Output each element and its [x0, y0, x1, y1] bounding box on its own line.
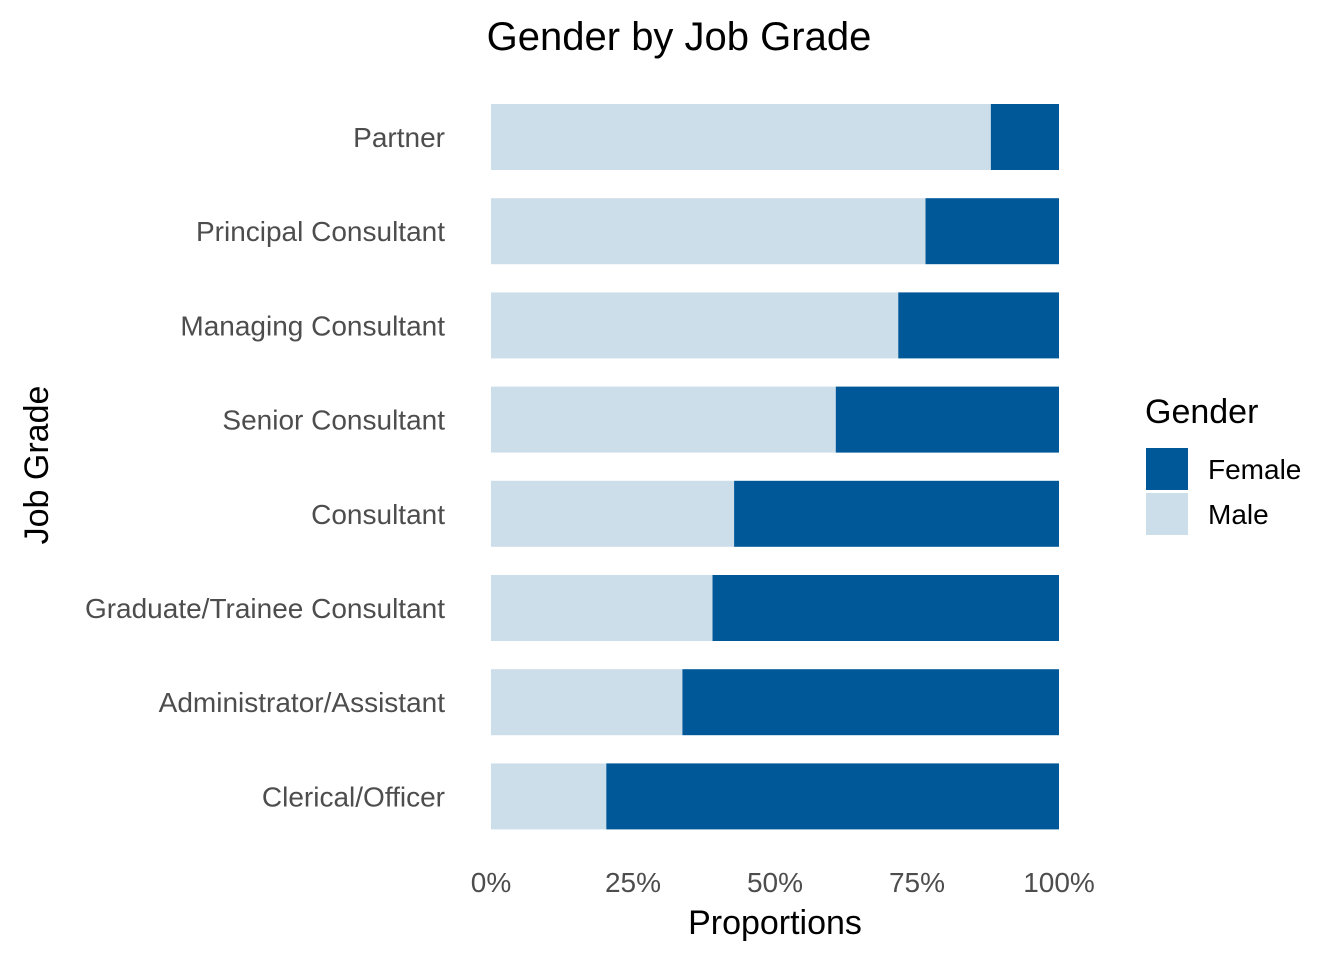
- x-tick-label-0: 0%: [471, 867, 511, 898]
- bar-male-clerical-officer: [491, 763, 607, 830]
- bar-male-partner: [491, 104, 991, 170]
- x-tick-label-1: 25%: [605, 867, 661, 898]
- category-label-administrator-assistant: Administrator/Assistant: [159, 687, 446, 718]
- x-axis-title: Proportions: [688, 904, 862, 942]
- bar-male-administrator-assistant: [491, 669, 683, 736]
- legend-label-male: Male: [1208, 499, 1269, 530]
- category-labels: Partner Principal Consultant Managing Cons…: [85, 122, 445, 812]
- bar-male-consultant: [491, 480, 735, 547]
- y-axis-title: Job Grade: [18, 386, 56, 545]
- bar-female-principal-consultant: [925, 198, 1059, 265]
- bar-female-consultant: [734, 480, 1059, 547]
- bar-male-managing-consultant: [491, 292, 899, 359]
- bar-female-senior-consultant: [835, 386, 1059, 453]
- category-label-consultant: Consultant: [311, 499, 445, 530]
- x-tick-label-3: 75%: [889, 867, 945, 898]
- chart-title: Gender by Job Grade: [487, 15, 872, 59]
- legend-swatch-male: [1146, 493, 1188, 535]
- bar-female-graduate-trainee-consultant: [712, 575, 1059, 641]
- category-label-partner: Partner: [353, 122, 445, 153]
- legend-label-female: Female: [1208, 454, 1301, 485]
- category-label-senior-consultant: Senior Consultant: [222, 405, 445, 436]
- x-tick-label-2: 50%: [747, 867, 803, 898]
- legend-swatch-female: [1146, 448, 1188, 490]
- category-label-clerical-officer: Clerical/Officer: [262, 781, 445, 812]
- x-tick-label-4: 100%: [1023, 867, 1095, 898]
- bar-female-partner: [990, 104, 1059, 170]
- category-label-graduate-trainee-consultant: Graduate/Trainee Consultant: [85, 593, 445, 624]
- bar-female-administrator-assistant: [682, 669, 1059, 736]
- bar-male-principal-consultant: [491, 198, 926, 265]
- bar-male-senior-consultant: [491, 386, 836, 453]
- category-label-managing-consultant: Managing Consultant: [180, 310, 445, 341]
- bar-female-managing-consultant: [898, 292, 1059, 359]
- bar-female-clerical-officer: [606, 763, 1059, 830]
- bars-layer: [491, 104, 1059, 830]
- x-axis-ticks: 0% 25% 50% 75% 100%: [471, 867, 1095, 898]
- bar-male-graduate-trainee-consultant: [491, 575, 713, 641]
- category-label-principal-consultant: Principal Consultant: [196, 216, 445, 247]
- legend-title: Gender: [1145, 393, 1258, 431]
- legend: Gender Female Male: [1145, 393, 1301, 535]
